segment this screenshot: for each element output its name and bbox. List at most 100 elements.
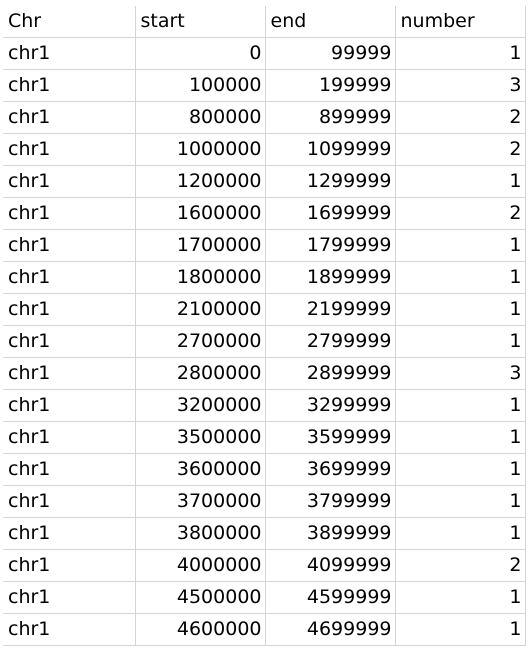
cell-chr[interactable]: chr1 bbox=[3, 581, 136, 614]
cell-chr[interactable]: chr1 bbox=[3, 133, 136, 166]
cell-end[interactable]: 4599999 bbox=[265, 581, 396, 614]
cell-end[interactable]: 3299999 bbox=[265, 389, 396, 422]
cell-number[interactable]: 1 bbox=[395, 453, 526, 486]
cell-chr[interactable]: chr1 bbox=[3, 485, 136, 518]
table-row: chr1 2700000 2799999 1 bbox=[3, 325, 526, 358]
cell-end[interactable]: 1299999 bbox=[265, 165, 396, 198]
cell-end[interactable]: 3599999 bbox=[265, 421, 396, 454]
table-row: chr1 100000 199999 3 bbox=[3, 69, 526, 102]
cell-number[interactable]: 2 bbox=[395, 133, 526, 166]
cell-start[interactable]: 0 bbox=[135, 37, 266, 70]
header-cell-chr[interactable]: Chr bbox=[3, 6, 136, 38]
cell-chr[interactable]: chr1 bbox=[3, 69, 136, 102]
cell-number[interactable]: 1 bbox=[395, 293, 526, 326]
cell-chr[interactable]: chr1 bbox=[3, 453, 136, 486]
cell-start[interactable]: 1000000 bbox=[135, 133, 266, 166]
cell-end[interactable]: 2799999 bbox=[265, 325, 396, 358]
table-row: chr1 3700000 3799999 1 bbox=[3, 485, 526, 518]
cell-start[interactable]: 4600000 bbox=[135, 613, 266, 646]
cell-number[interactable]: 1 bbox=[395, 229, 526, 262]
cell-start[interactable]: 3800000 bbox=[135, 517, 266, 550]
cell-end[interactable]: 199999 bbox=[265, 69, 396, 102]
cell-chr[interactable]: chr1 bbox=[3, 261, 136, 294]
cell-chr[interactable]: chr1 bbox=[3, 325, 136, 358]
cell-chr[interactable]: chr1 bbox=[3, 549, 136, 582]
cell-end[interactable]: 1899999 bbox=[265, 261, 396, 294]
cell-chr[interactable]: chr1 bbox=[3, 517, 136, 550]
cell-end[interactable]: 3799999 bbox=[265, 485, 396, 518]
cell-end[interactable]: 2199999 bbox=[265, 293, 396, 326]
cell-chr[interactable]: chr1 bbox=[3, 101, 136, 134]
cell-start[interactable]: 800000 bbox=[135, 101, 266, 134]
cell-end[interactable]: 4099999 bbox=[265, 549, 396, 582]
cell-number[interactable]: 2 bbox=[395, 101, 526, 134]
cell-number[interactable]: 1 bbox=[395, 325, 526, 358]
cell-start[interactable]: 3700000 bbox=[135, 485, 266, 518]
cell-end[interactable]: 99999 bbox=[265, 37, 396, 70]
table-row: chr1 3600000 3699999 1 bbox=[3, 453, 526, 486]
cell-number[interactable]: 1 bbox=[395, 613, 526, 646]
table-row: chr1 3500000 3599999 1 bbox=[3, 421, 526, 454]
cell-chr[interactable]: chr1 bbox=[3, 229, 136, 262]
cell-number[interactable]: 2 bbox=[395, 197, 526, 230]
cell-start[interactable]: 4500000 bbox=[135, 581, 266, 614]
cell-start[interactable]: 3500000 bbox=[135, 421, 266, 454]
cell-start[interactable]: 1200000 bbox=[135, 165, 266, 198]
header-cell-end[interactable]: end bbox=[265, 6, 396, 38]
cell-end[interactable]: 4699999 bbox=[265, 613, 396, 646]
cell-start[interactable]: 2800000 bbox=[135, 357, 266, 390]
cell-end[interactable]: 899999 bbox=[265, 101, 396, 134]
data-table: Chr start end number chr1 0 99999 1 chr1 1000… bbox=[3, 6, 526, 646]
cell-chr[interactable]: chr1 bbox=[3, 165, 136, 198]
table-row: chr1 3200000 3299999 1 bbox=[3, 389, 526, 422]
cell-number[interactable]: 1 bbox=[395, 581, 526, 614]
cell-number[interactable]: 3 bbox=[395, 69, 526, 102]
cell-start[interactable]: 2100000 bbox=[135, 293, 266, 326]
cell-number[interactable]: 1 bbox=[395, 37, 526, 70]
cell-number[interactable]: 3 bbox=[395, 357, 526, 390]
cell-chr[interactable]: chr1 bbox=[3, 613, 136, 646]
cell-start[interactable]: 1600000 bbox=[135, 197, 266, 230]
header-cell-start[interactable]: start bbox=[135, 6, 266, 38]
table-row: chr1 1800000 1899999 1 bbox=[3, 261, 526, 294]
table-row: chr1 4600000 4699999 1 bbox=[3, 613, 526, 646]
table-body: Chr start end number chr1 0 99999 1 chr1 1000… bbox=[3, 6, 526, 646]
cell-start[interactable]: 3200000 bbox=[135, 389, 266, 422]
table-row: chr1 2100000 2199999 1 bbox=[3, 293, 526, 326]
cell-number[interactable]: 1 bbox=[395, 261, 526, 294]
header-cell-number[interactable]: number bbox=[395, 6, 526, 38]
table-row: chr1 800000 899999 2 bbox=[3, 101, 526, 134]
cell-start[interactable]: 4000000 bbox=[135, 549, 266, 582]
cell-end[interactable]: 1699999 bbox=[265, 197, 396, 230]
table-row: chr1 1000000 1099999 2 bbox=[3, 133, 526, 166]
cell-chr[interactable]: chr1 bbox=[3, 357, 136, 390]
cell-end[interactable]: 3699999 bbox=[265, 453, 396, 486]
cell-end[interactable]: 2899999 bbox=[265, 357, 396, 390]
cell-end[interactable]: 1099999 bbox=[265, 133, 396, 166]
cell-chr[interactable]: chr1 bbox=[3, 197, 136, 230]
cell-start[interactable]: 1800000 bbox=[135, 261, 266, 294]
cell-start[interactable]: 1700000 bbox=[135, 229, 266, 262]
cell-chr[interactable]: chr1 bbox=[3, 293, 136, 326]
cell-chr[interactable]: chr1 bbox=[3, 389, 136, 422]
cell-start[interactable]: 3600000 bbox=[135, 453, 266, 486]
cell-end[interactable]: 1799999 bbox=[265, 229, 396, 262]
cell-number[interactable]: 1 bbox=[395, 485, 526, 518]
table-row: chr1 1600000 1699999 2 bbox=[3, 197, 526, 230]
table-row: chr1 4000000 4099999 2 bbox=[3, 549, 526, 582]
table-row: chr1 1700000 1799999 1 bbox=[3, 229, 526, 262]
cell-start[interactable]: 100000 bbox=[135, 69, 266, 102]
cell-number[interactable]: 1 bbox=[395, 165, 526, 198]
cell-start[interactable]: 2700000 bbox=[135, 325, 266, 358]
cell-number[interactable]: 1 bbox=[395, 389, 526, 422]
cell-chr[interactable]: chr1 bbox=[3, 421, 136, 454]
table-row: chr1 2800000 2899999 3 bbox=[3, 357, 526, 390]
table-row: chr1 4500000 4599999 1 bbox=[3, 581, 526, 614]
table-row: chr1 3800000 3899999 1 bbox=[3, 517, 526, 550]
cell-end[interactable]: 3899999 bbox=[265, 517, 396, 550]
cell-number[interactable]: 2 bbox=[395, 549, 526, 582]
cell-number[interactable]: 1 bbox=[395, 517, 526, 550]
table-row: chr1 0 99999 1 bbox=[3, 37, 526, 70]
cell-chr[interactable]: chr1 bbox=[3, 37, 136, 70]
cell-number[interactable]: 1 bbox=[395, 421, 526, 454]
